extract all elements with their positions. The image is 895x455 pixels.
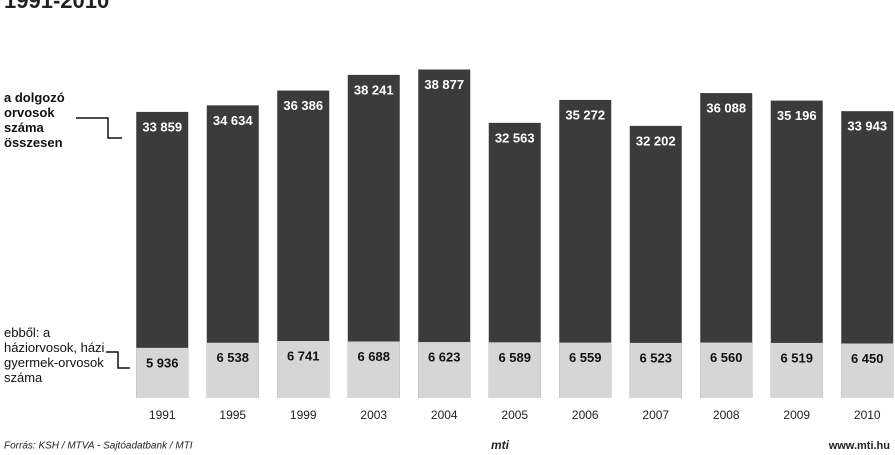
value-label: 6 538 — [216, 350, 249, 365]
legend-entry: ebből: a háziorvosok, házi gyermek-orvos… — [4, 325, 105, 385]
website: www.mti.hu — [828, 440, 890, 452]
x-tick-label: 2010 — [854, 408, 881, 422]
value-label: 6 623 — [428, 349, 461, 364]
legend-leader — [106, 351, 130, 369]
bar — [488, 342, 541, 398]
value-label: 6 560 — [710, 350, 743, 365]
legend-leader — [76, 117, 122, 139]
value-label: 33 859 — [142, 119, 182, 134]
bar — [841, 343, 894, 398]
x-tick-label: 2005 — [501, 408, 528, 422]
x-tick-label: 1991 — [149, 408, 176, 422]
x-tick-label: 1999 — [290, 408, 317, 422]
value-label: 5 936 — [146, 355, 179, 370]
x-tick-label: 2004 — [431, 408, 458, 422]
value-label: 36 088 — [706, 100, 746, 115]
bar — [629, 342, 682, 398]
value-label: 35 272 — [565, 107, 605, 122]
value-label: 6 741 — [287, 348, 320, 363]
bar — [418, 342, 471, 398]
x-tick-label: 1995 — [219, 408, 246, 422]
bar — [770, 342, 823, 398]
value-label: 32 202 — [636, 133, 676, 148]
value-label: 6 589 — [498, 350, 531, 365]
value-label: 6 688 — [357, 349, 390, 364]
logo: mti — [491, 438, 510, 452]
value-label: 34 634 — [213, 113, 254, 128]
value-label: 32 563 — [495, 130, 535, 145]
chart-title: 1991-2010 — [4, 0, 109, 13]
value-label: 33 943 — [847, 119, 887, 134]
x-tick-label: 2006 — [572, 408, 599, 422]
bar — [136, 347, 189, 398]
value-label: 36 386 — [283, 98, 323, 113]
x-tick-label: 2007 — [642, 408, 669, 422]
bar — [559, 342, 612, 398]
bar — [277, 341, 330, 398]
x-tick-label: 2003 — [360, 408, 387, 422]
value-label: 35 196 — [777, 108, 817, 123]
x-tick-label: 2008 — [713, 408, 740, 422]
bar — [700, 342, 753, 398]
bar — [206, 342, 259, 398]
value-label: 6 450 — [851, 351, 884, 366]
value-label: 38 241 — [354, 82, 394, 97]
value-label: 6 559 — [569, 350, 602, 365]
bar — [347, 341, 400, 398]
legend-entry: a dolgozó orvosok száma összesen — [4, 90, 65, 150]
value-label: 6 523 — [639, 350, 672, 365]
x-tick-label: 2009 — [783, 408, 810, 422]
value-label: 38 877 — [424, 77, 464, 92]
value-label: 6 519 — [780, 350, 813, 365]
source: Forrás: KSH / MTVA - Sajtóadatbank / MTI — [4, 441, 193, 452]
